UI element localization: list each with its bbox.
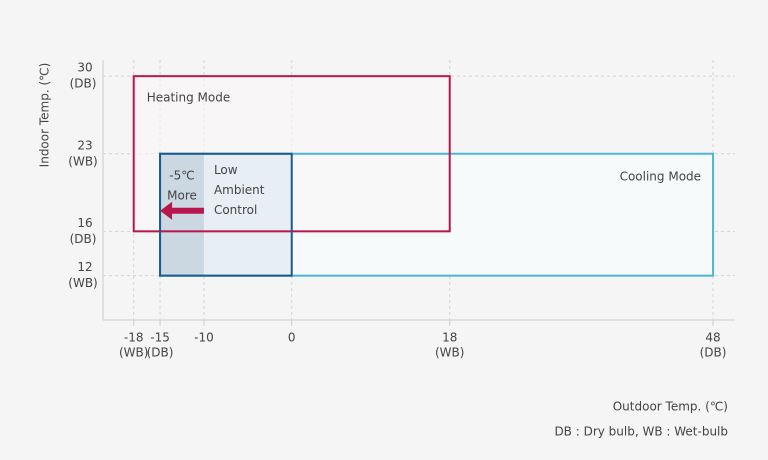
extension-label: -5℃ <box>169 168 194 182</box>
x-tick-label: 48 <box>705 331 720 345</box>
y-tick-basis: (WB) <box>68 276 97 290</box>
x-tick-basis: (DB) <box>700 346 727 360</box>
footnote: DB : Dry bulb, WB : Wet-bulb <box>554 425 728 439</box>
x-tick-label: 18 <box>442 331 457 345</box>
y-tick-basis: (DB) <box>70 77 97 91</box>
x-tick-label: -10 <box>194 331 214 345</box>
x-tick-basis: (WB) <box>119 346 148 360</box>
x-tick-basis: (WB) <box>435 346 464 360</box>
y-tick-label: 12 <box>77 260 92 274</box>
x-tick-label: 0 <box>288 331 296 345</box>
x-axis-label: Outdoor Temp. (℃) <box>613 400 728 414</box>
x-tick-label: -18 <box>124 331 144 345</box>
arrow-head <box>160 201 173 220</box>
y-tick-label: 23 <box>77 138 92 152</box>
cooling-label: Cooling Mode <box>620 169 701 183</box>
extension-sublabel: More <box>167 188 197 202</box>
low-ambient-label: Low Ambient Control <box>214 162 265 216</box>
y-tick-label: 30 <box>77 61 92 75</box>
y-axis-label: Indoor Temp. (℃) <box>38 63 52 168</box>
x-tick-label: -15 <box>150 331 170 345</box>
low-ambient-outline <box>159 152 293 277</box>
heating-label: Heating Mode <box>147 91 231 105</box>
y-tick-basis: (DB) <box>70 232 97 246</box>
y-tick-basis: (WB) <box>68 154 97 168</box>
x-tick-basis: (DB) <box>147 346 174 360</box>
y-tick-label: 16 <box>77 216 92 230</box>
